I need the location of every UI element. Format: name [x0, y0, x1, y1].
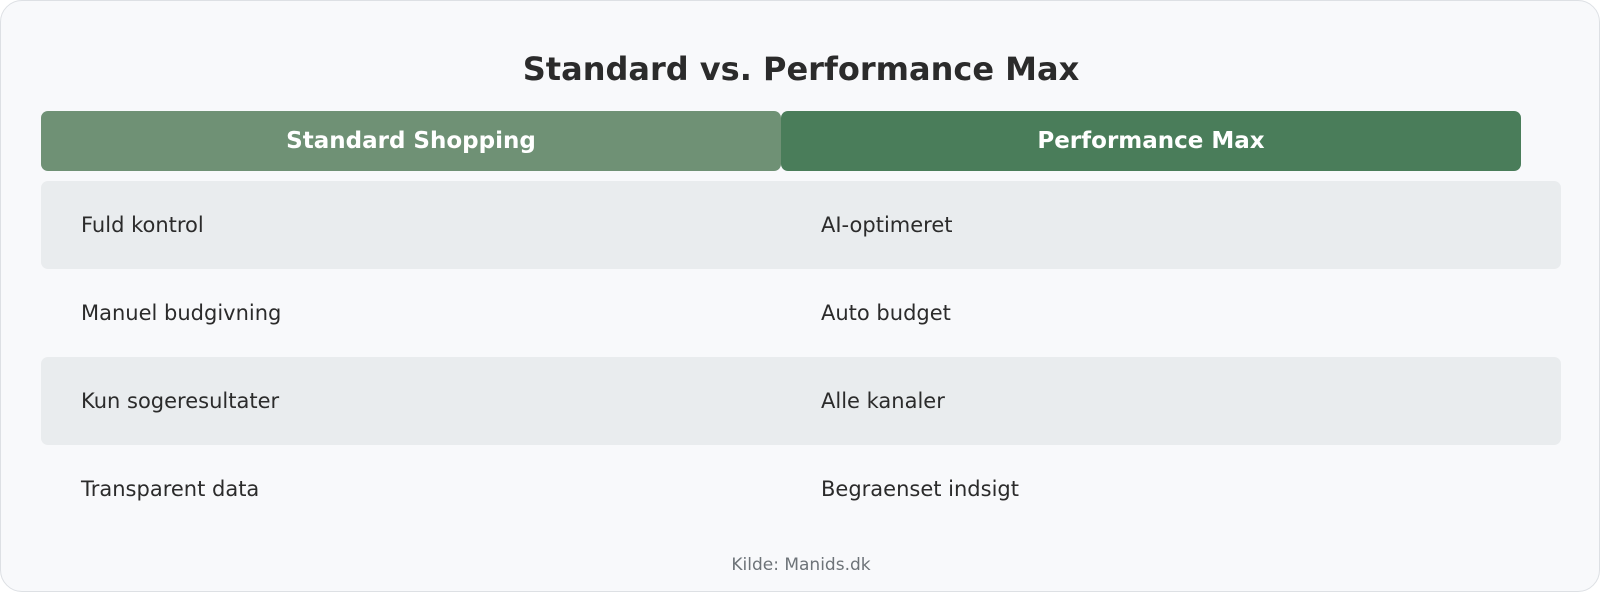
row-cell-standard: Fuld kontrol: [81, 213, 204, 237]
comparison-row: Fuld kontrol AI-optimeret: [41, 181, 1561, 269]
comparison-row: Transparent data Begraenset indsigt: [41, 445, 1561, 533]
column-header-standard-shopping: Standard Shopping: [41, 111, 781, 171]
diagram-title: Standard vs. Performance Max: [522, 50, 1080, 88]
row-cell-performance-max: Begraenset indsigt: [821, 477, 1019, 501]
comparison-row: Kun sogeresultater Alle kanaler: [41, 357, 1561, 445]
row-cell-performance-max: Auto budget: [821, 301, 951, 325]
row-cell-standard: Manuel budgivning: [81, 301, 282, 325]
column-header-performance-max: Performance Max: [781, 111, 1521, 171]
row-cell-standard: Kun sogeresultater: [81, 389, 280, 413]
comparison-row: Manuel budgivning Auto budget: [41, 269, 1561, 357]
row-cell-performance-max: Alle kanaler: [821, 389, 945, 413]
row-cell-performance-max: AI-optimeret: [821, 213, 953, 237]
source-credit: Kilde: Manids.dk: [731, 555, 871, 575]
row-cell-standard: Transparent data: [81, 477, 260, 501]
